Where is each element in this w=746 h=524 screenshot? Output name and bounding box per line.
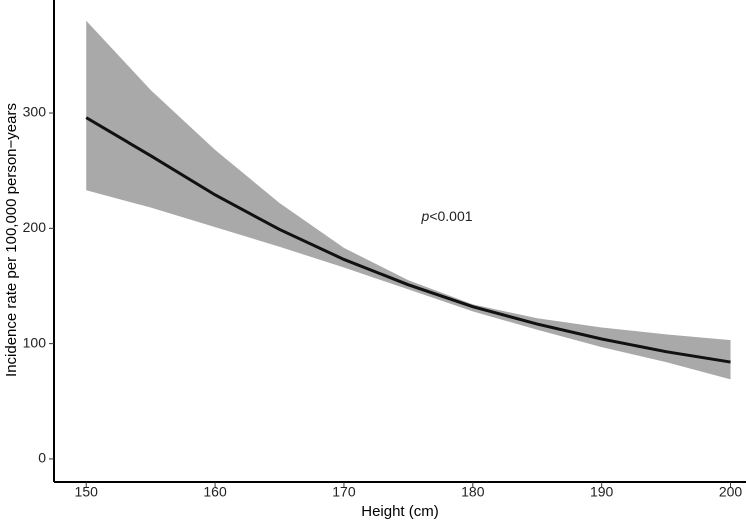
x-tick-label: 150 [75,484,99,500]
annotation: p<0.001 [421,207,473,223]
y-tick-label: 100 [23,334,47,350]
annotation-italic: p [421,207,430,223]
x-tick-label: 170 [332,484,356,500]
trend-line [85,116,731,364]
y-axis-title: Incidence rate per 100,000 person−years [3,103,20,377]
x-axis-title: Height (cm) [361,503,439,520]
confidence-band [86,20,731,380]
y-tick-label: 0 [38,450,46,466]
x-tick-label: 190 [590,484,614,500]
x-tick-label: 200 [719,484,743,500]
y-tick-label: 300 [23,104,47,120]
annotation-text: <0.001 [429,207,472,223]
y-tick-label: 200 [23,219,47,235]
x-tick-label: 180 [461,484,485,500]
x-tick-label: 160 [203,484,227,500]
